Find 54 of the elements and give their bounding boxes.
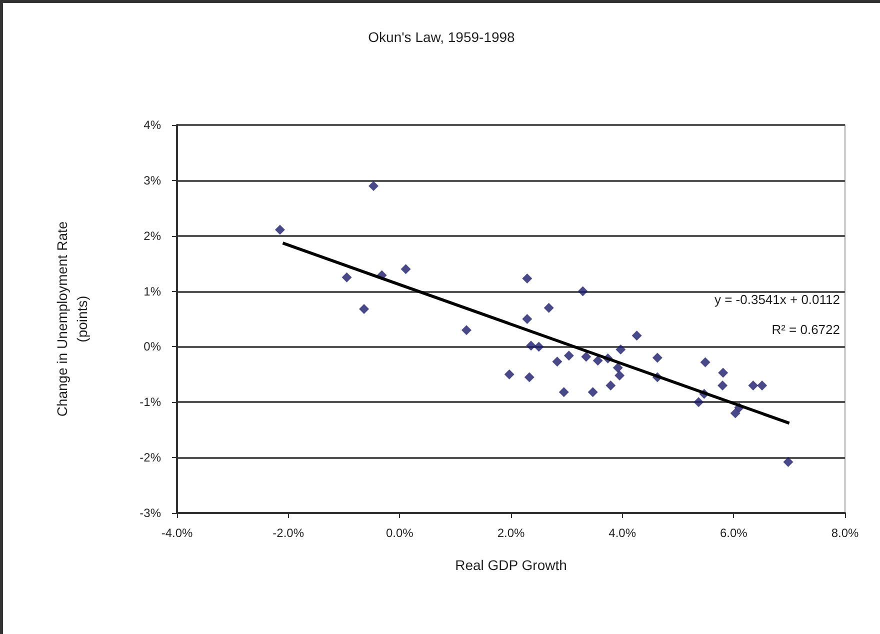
- y-tick-label: 0%: [144, 340, 162, 354]
- point: [526, 340, 536, 351]
- point: [544, 302, 554, 313]
- point: [718, 368, 728, 378]
- y-tick-label: 3%: [144, 173, 162, 188]
- annotation: R² = 0.6722: [772, 322, 840, 337]
- x-tick-label: 2.0%: [497, 526, 525, 540]
- point: [588, 387, 598, 398]
- point: [558, 387, 569, 398]
- annotation: y = -0.3541x + 0.0112: [714, 292, 840, 307]
- x-tick-label: 0.0%: [386, 526, 414, 540]
- point: [592, 356, 603, 366]
- y-tick-label: 2%: [144, 228, 162, 243]
- point: [400, 264, 411, 274]
- point: [522, 314, 532, 324]
- point: [359, 304, 370, 314]
- point: [552, 356, 562, 367]
- y-tick-label: -2%: [140, 450, 162, 465]
- y-tick-label: -1%: [140, 395, 162, 410]
- y-axis-title: Change in Unemployment Rate (points): [54, 221, 90, 417]
- point: [616, 344, 626, 354]
- point: [606, 380, 616, 391]
- point: [694, 397, 704, 408]
- point: [504, 369, 514, 380]
- x-tick-label: 4.0%: [608, 526, 636, 540]
- x-tick-label: -2.0%: [272, 526, 304, 540]
- x-tick-label: 8.0%: [831, 526, 859, 540]
- point: [783, 457, 794, 468]
- point: [757, 380, 768, 391]
- point: [718, 380, 728, 391]
- point: [632, 330, 642, 341]
- point: [614, 370, 625, 381]
- point: [461, 325, 472, 336]
- x-tick-label: -4.0%: [161, 526, 193, 540]
- point: [700, 357, 710, 368]
- y-tick-label: 4%: [144, 118, 162, 132]
- point: [748, 380, 758, 391]
- x-axis-title: Real GDP Growth: [455, 557, 567, 573]
- y-tick-label: 1%: [144, 284, 162, 298]
- point: [730, 408, 740, 418]
- point: [578, 286, 588, 296]
- point: [581, 352, 592, 362]
- y-tick-label: -3%: [140, 506, 162, 520]
- point: [534, 342, 544, 352]
- point: [342, 272, 352, 282]
- point: [368, 180, 379, 191]
- point: [564, 350, 574, 361]
- point: [652, 352, 662, 363]
- chart-title: Okun's Law, 1959-1998: [368, 29, 516, 45]
- point: [522, 274, 532, 284]
- point: [612, 362, 623, 373]
- point: [524, 372, 534, 382]
- point: [274, 224, 285, 235]
- x-tick-label: 6.0%: [720, 526, 748, 540]
